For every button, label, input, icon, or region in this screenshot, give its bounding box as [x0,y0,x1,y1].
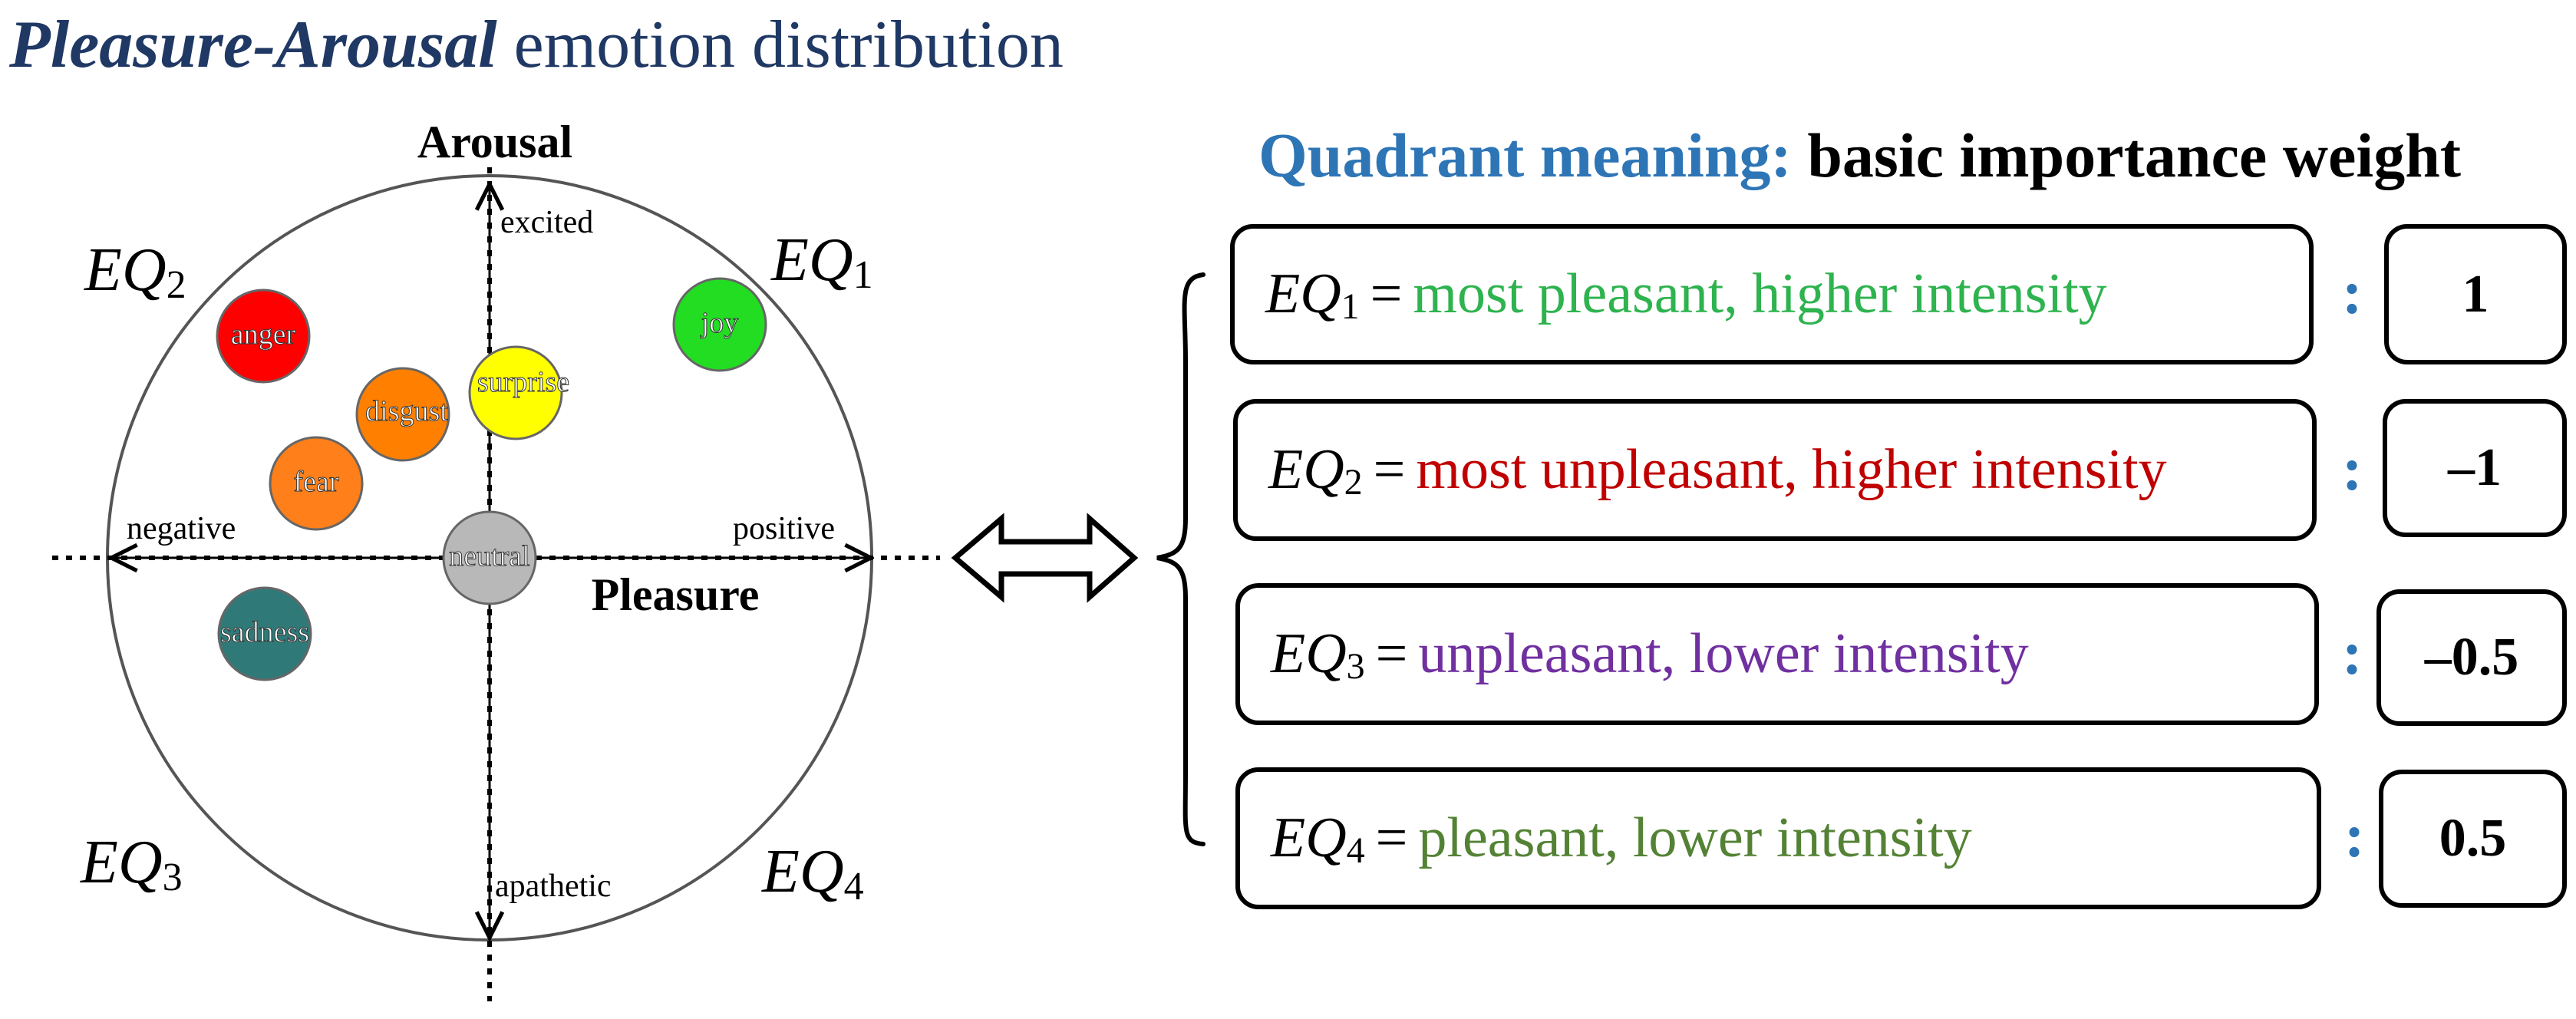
weight-box-eq2: –1 [2383,399,2567,537]
emotion-disgust: disgust [355,367,450,462]
svg-text:surprise: surprise [477,366,569,398]
weight-box-eq1: 1 [2384,224,2567,364]
quadrant-row-eq4: EQ4 = pleasant, lower intensity [1235,767,2321,909]
row-meaning: pleasant, lower intensity [1418,806,1972,869]
axis-label-positive: positive [733,511,835,546]
row-equals: = [1375,806,1408,869]
row-eq-label: EQ3 [1271,622,1365,687]
svg-text:fear: fear [293,466,338,498]
double-arrow-icon [951,513,1139,603]
row-eq-label: EQ1 [1265,262,1360,327]
title-italic: Pleasure-Arousal [9,8,497,82]
axis-label-negative: negative [127,511,236,546]
emotion-neutral: neutral [442,510,537,605]
emotion-joy: joy [672,277,767,372]
emotion-surprise: surprise [468,345,570,440]
arousal-label: Arousal [417,117,572,167]
quadrant-label-eq1: EQ1 [770,226,873,297]
weight-box-eq3: –0.5 [2376,589,2567,726]
row-colon: : [2342,620,2363,688]
row-eq-label: EQ2 [1268,438,1363,503]
emotion-fear: fear [269,436,364,531]
row-eq-label: EQ4 [1271,806,1365,871]
svg-text:disgust: disgust [365,395,448,427]
axis-label-excited: excited [500,205,593,240]
row-equals: = [1373,438,1406,501]
weight-box-eq4: 0.5 [2379,770,2567,908]
quadrant-row-eq1: EQ1 = most pleasant, higher intensity [1230,224,2314,364]
quadrant-row-eq3: EQ3 = unpleasant, lower intensity [1235,583,2319,725]
row-equals: = [1370,262,1403,325]
quadrant-row-eq2: EQ2 = most unpleasant, higher intensity [1233,399,2317,541]
heading-colored: Quadrant meaning: [1258,120,1792,190]
svg-text:anger: anger [231,318,296,351]
quadrant-meaning-heading: Quadrant meaning: basic importance weigh… [1258,120,2462,190]
heading-rest: basic importance weight [1791,120,2462,190]
row-colon: : [2342,259,2363,327]
row-colon: : [2342,436,2363,503]
svg-text:sadness: sadness [220,616,309,648]
row-equals: = [1375,622,1408,685]
curly-brace-icon [1156,272,1206,846]
quadrant-label-eq4: EQ4 [761,838,864,909]
row-meaning: most unpleasant, higher intensity [1416,438,2167,501]
title-rest: emotion distribution [496,8,1064,82]
emotion-sadness: sadness [217,586,312,681]
svg-text:neutral: neutral [449,540,530,572]
page-title: Pleasure-Arousal emotion distribution [9,6,1064,84]
row-meaning: unpleasant, lower intensity [1418,622,2029,685]
axis-label-apathetic: apathetic [495,869,612,904]
quadrant-label-eq2: EQ2 [84,236,186,307]
row-colon: : [2344,803,2365,870]
svg-text:joy: joy [700,307,739,339]
quadrant-label-eq3: EQ3 [80,829,183,899]
pleasure-label: Pleasure [592,569,760,620]
emotion-anger: anger [216,289,311,384]
row-meaning: most pleasant, higher intensity [1413,262,2107,325]
